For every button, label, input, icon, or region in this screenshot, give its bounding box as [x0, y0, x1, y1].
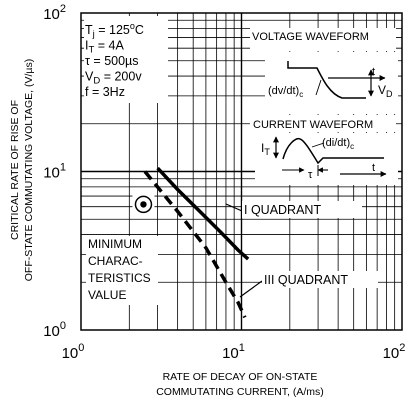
marker-label-mask [86, 236, 158, 305]
leader-i-quadrant [225, 203, 243, 212]
condition-value: = 4A [94, 39, 124, 53]
marker-label-line: VALUE [88, 288, 126, 302]
series-label-i-quadrant: I QUADRANT [244, 203, 321, 217]
condition-line-1: IT = 4A [85, 39, 124, 56]
condition-value: = 200v [100, 70, 142, 84]
condition-sup: o [130, 21, 135, 31]
marker-label-line: CHARAC- [88, 254, 143, 268]
condition-symbol: f [85, 85, 89, 99]
y-tick-base: 10 [43, 165, 60, 182]
conditions-mask [84, 16, 168, 103]
condition-sub: j [92, 29, 95, 40]
x-tick-exp: 0 [78, 342, 84, 354]
dvdt-label: (dv/dt)c [268, 85, 303, 99]
x-tick-base: 10 [222, 345, 239, 362]
it-label-main: I [261, 141, 264, 155]
y-tick-base: 10 [43, 323, 60, 340]
marker-label-line: MINIMUM [88, 237, 142, 251]
series-label-iii-quadrant: III QUADRANT [264, 273, 348, 287]
label-mask-iii [262, 271, 378, 288]
current-waveform-trace [282, 137, 384, 165]
didt-label-main: (di/dt) [322, 137, 350, 149]
didt-leader [311, 142, 325, 148]
condition-tail: C [135, 23, 144, 37]
current-title-mask [250, 115, 396, 132]
x-tick-label-2: 102 [383, 342, 406, 362]
voltage-waveform-trace [287, 61, 366, 99]
tau-label: τ [308, 169, 313, 181]
condition-line-0: Tj = 125oC [85, 21, 144, 40]
voltage-waveform-mask [265, 52, 398, 114]
condition-symbol: V [85, 70, 94, 84]
current-waveform-title: CURRENT WAVEFORM [253, 119, 373, 131]
condition-value: = 500µs [90, 54, 139, 68]
it-label: IT [261, 141, 270, 157]
voltage-title-mask [250, 28, 396, 51]
condition-line-3: VD = 200v [85, 70, 142, 87]
x-tick-base: 10 [62, 345, 79, 362]
y-tick-exp: 2 [60, 3, 66, 15]
voltage-waveform-title: VOLTAGE WAVEFORM [252, 31, 369, 43]
plot-frame [80, 12, 403, 331]
condition-sub: D [93, 76, 100, 87]
x-tick-label-0: 100 [62, 342, 85, 362]
condition-line-2: τ = 500µs [85, 54, 139, 68]
y-tick-base: 10 [43, 6, 60, 23]
condition-value: = 125 [95, 23, 130, 37]
leader-iii-quadrant [239, 280, 263, 298]
y-axis-label-line-1: OFF-STATE COMMUTATING VOLTAGE, (V/µs) [23, 59, 35, 281]
series-line-iii-quadrant [143, 170, 247, 319]
vd-label-sub: D [386, 89, 393, 99]
x-tick-label-1: 101 [222, 342, 245, 362]
condition-value: = 3Hz [88, 85, 124, 99]
x-axis-label-line-1: COMMUTATING CURRENT, (A/ms) [156, 386, 324, 398]
series-group [143, 166, 250, 319]
dvdt-leader [315, 79, 322, 96]
x-axis-label-line-0: RATE OF DECAY OF ON-STATE [163, 371, 318, 383]
marker-dot [140, 201, 147, 208]
x-tick-base: 10 [383, 345, 400, 362]
dvdt-label-sub: c [299, 90, 303, 99]
x-tick-exp: 1 [239, 342, 245, 354]
axis-labels: RATE OF DECAY OF ON-STATE COMMUTATING CUR… [9, 59, 324, 398]
t-label-voltage: t [372, 66, 375, 78]
y-axis-label-line-0: CRITICAL RATE OF RISE OF [9, 100, 21, 240]
condition-symbol: I [85, 39, 88, 53]
series-line-i-quadrant [156, 166, 250, 261]
marker-group: MINIMUM CHARAC- TERISTICS VALUE [86, 193, 158, 305]
t-label-current: t [372, 162, 375, 174]
marker-label-line: TERISTICS [88, 271, 151, 285]
series-labels: I QUADRANT III QUADRANT [225, 201, 378, 298]
y-tick-exp: 0 [60, 320, 66, 332]
didt-label-sub: c [350, 142, 354, 151]
x-tick-exp: 2 [399, 342, 405, 354]
it-label-sub: T [264, 147, 270, 157]
didt-label: (di/dt)c [322, 137, 354, 151]
condition-symbol: τ [85, 54, 90, 68]
y-tick-label-2: 102 [43, 3, 66, 23]
condition-line-4: f = 3Hz [85, 85, 125, 99]
y-tick-exp: 1 [60, 162, 66, 174]
dvdt-label-main: (dv/dt) [268, 85, 299, 97]
vd-label-main: V [378, 83, 386, 97]
condition-symbol: T [85, 23, 93, 37]
label-mask-i [242, 201, 362, 218]
y-tick-label-0: 100 [43, 320, 66, 340]
y-tick-label-1: 101 [43, 162, 66, 182]
vd-label: VD [378, 83, 393, 99]
condition-sub: T [88, 45, 94, 56]
